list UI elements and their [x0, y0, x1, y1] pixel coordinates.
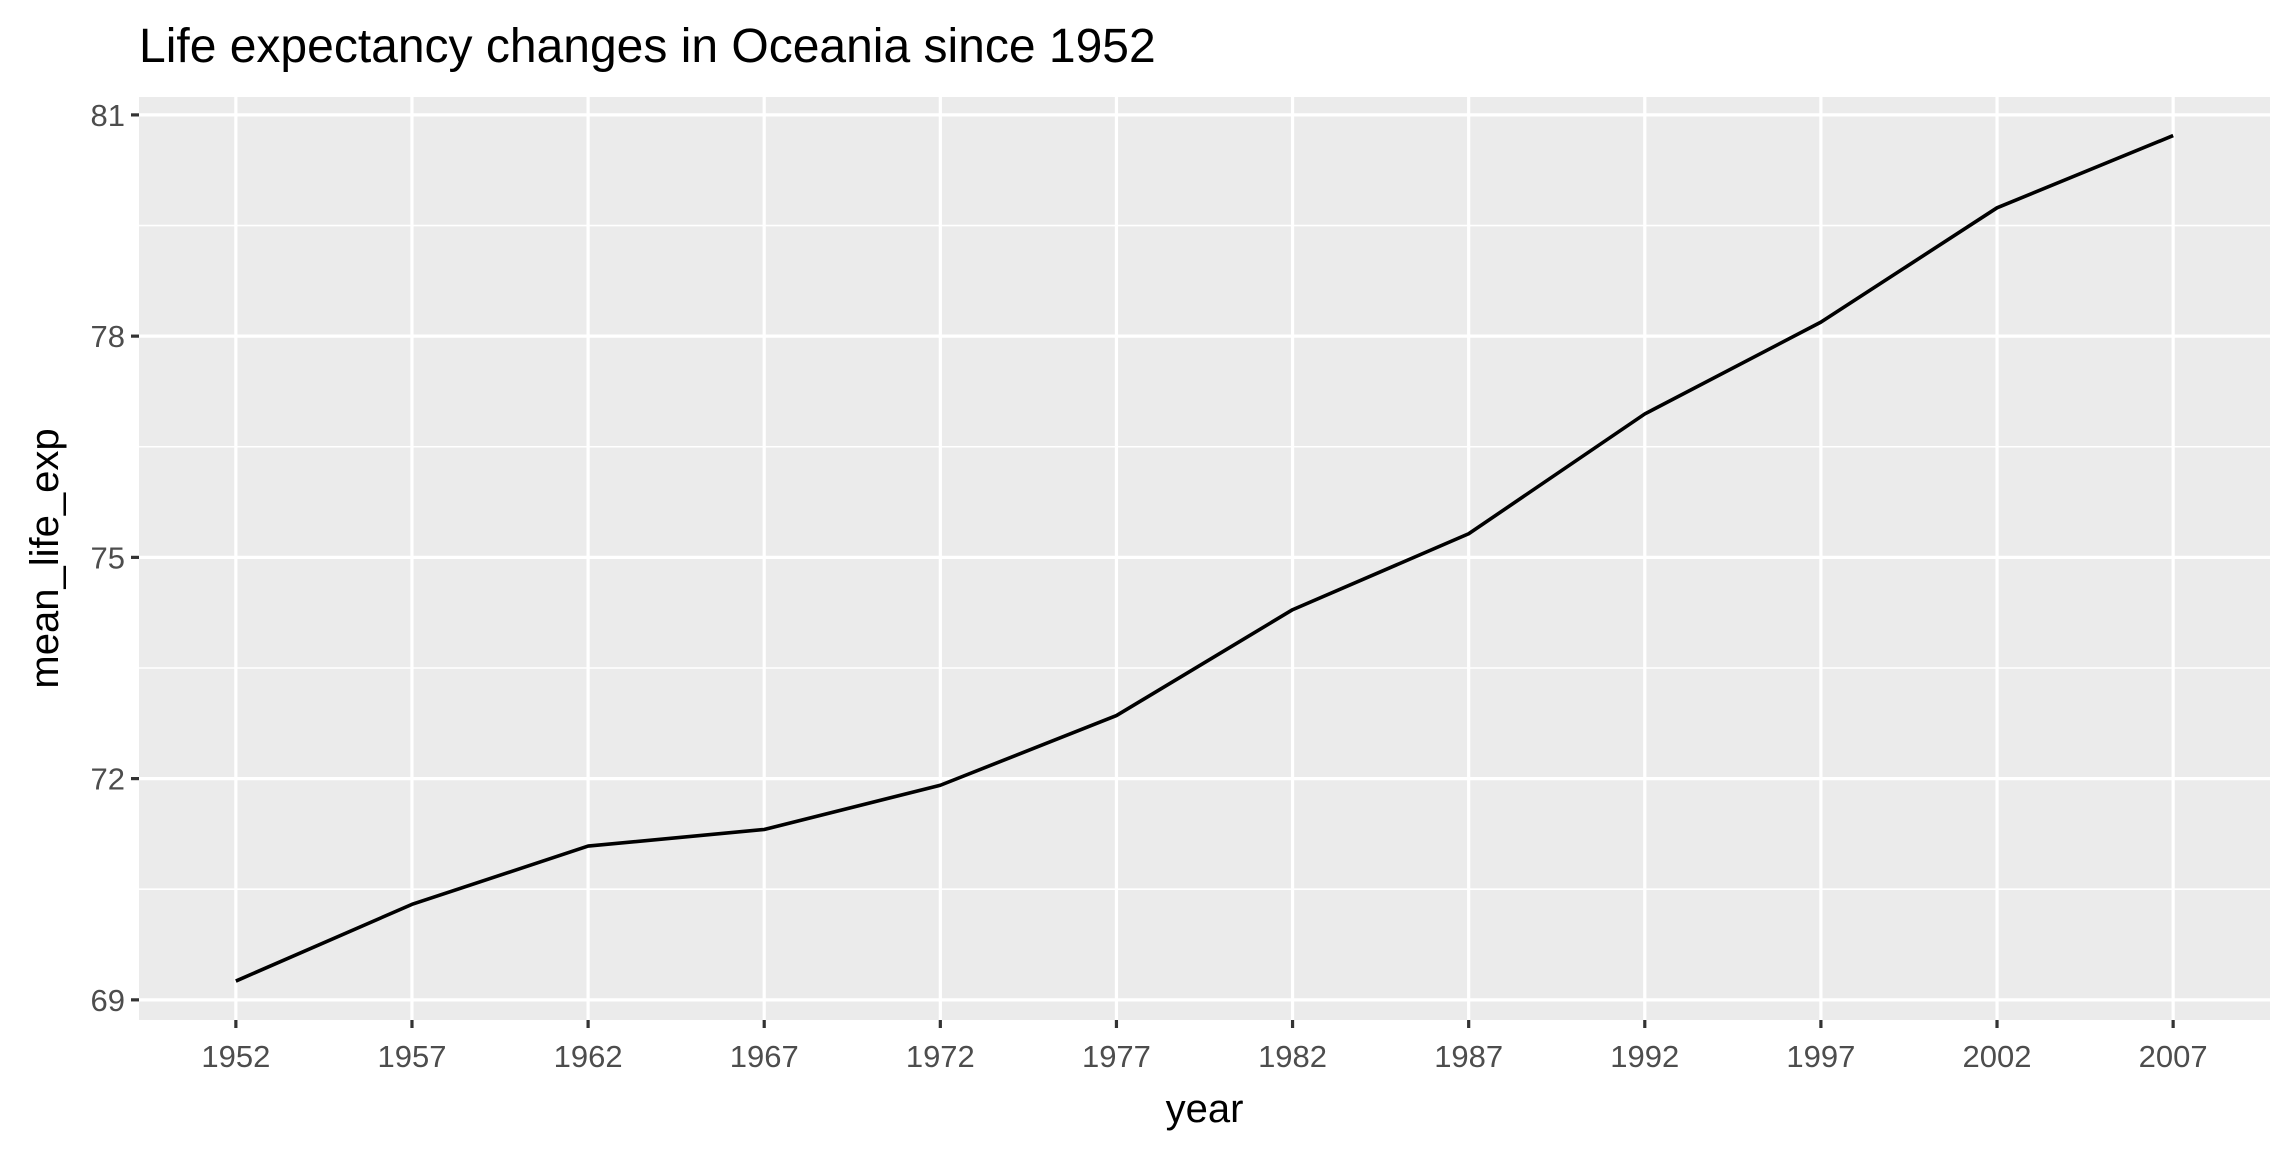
x-tick-label: 1982	[1258, 1039, 1327, 1074]
y-axis: 69 72 75 78 81	[91, 98, 139, 1018]
x-tick-label: 1952	[201, 1039, 270, 1074]
y-axis-title: mean_life_exp	[23, 428, 67, 688]
x-axis: 1952 1957 1962 1967 1972 1977 1982 1987 1992 1997…	[201, 1020, 2208, 1074]
y-tick-label: 72	[91, 762, 125, 797]
y-tick-label: 81	[91, 98, 125, 133]
major-gridlines	[139, 97, 2270, 1020]
y-tick-label: 75	[91, 540, 125, 575]
x-axis-title: year	[1166, 1087, 1244, 1131]
x-tick-label: 1987	[1434, 1039, 1503, 1074]
series-layer	[235, 133, 2174, 983]
x-tick-label: 2002	[1963, 1039, 2032, 1074]
x-tick-label: 1992	[1610, 1039, 1679, 1074]
x-tick-label: 1957	[377, 1039, 446, 1074]
x-tick-label: 1977	[1082, 1039, 1151, 1074]
x-tick-label: 1997	[1786, 1039, 1855, 1074]
x-tick-label: 1972	[906, 1039, 975, 1074]
y-tick-label: 69	[91, 983, 125, 1018]
y-tick-label: 78	[91, 319, 125, 354]
x-tick-label: 1962	[554, 1039, 623, 1074]
x-tick-label: 2007	[2139, 1039, 2208, 1074]
minor-gridlines	[139, 224, 2270, 891]
series-line	[235, 133, 2174, 983]
chart-title: Life expectancy changes in Oceania since…	[139, 20, 1156, 73]
x-tick-label: 1967	[730, 1039, 799, 1074]
